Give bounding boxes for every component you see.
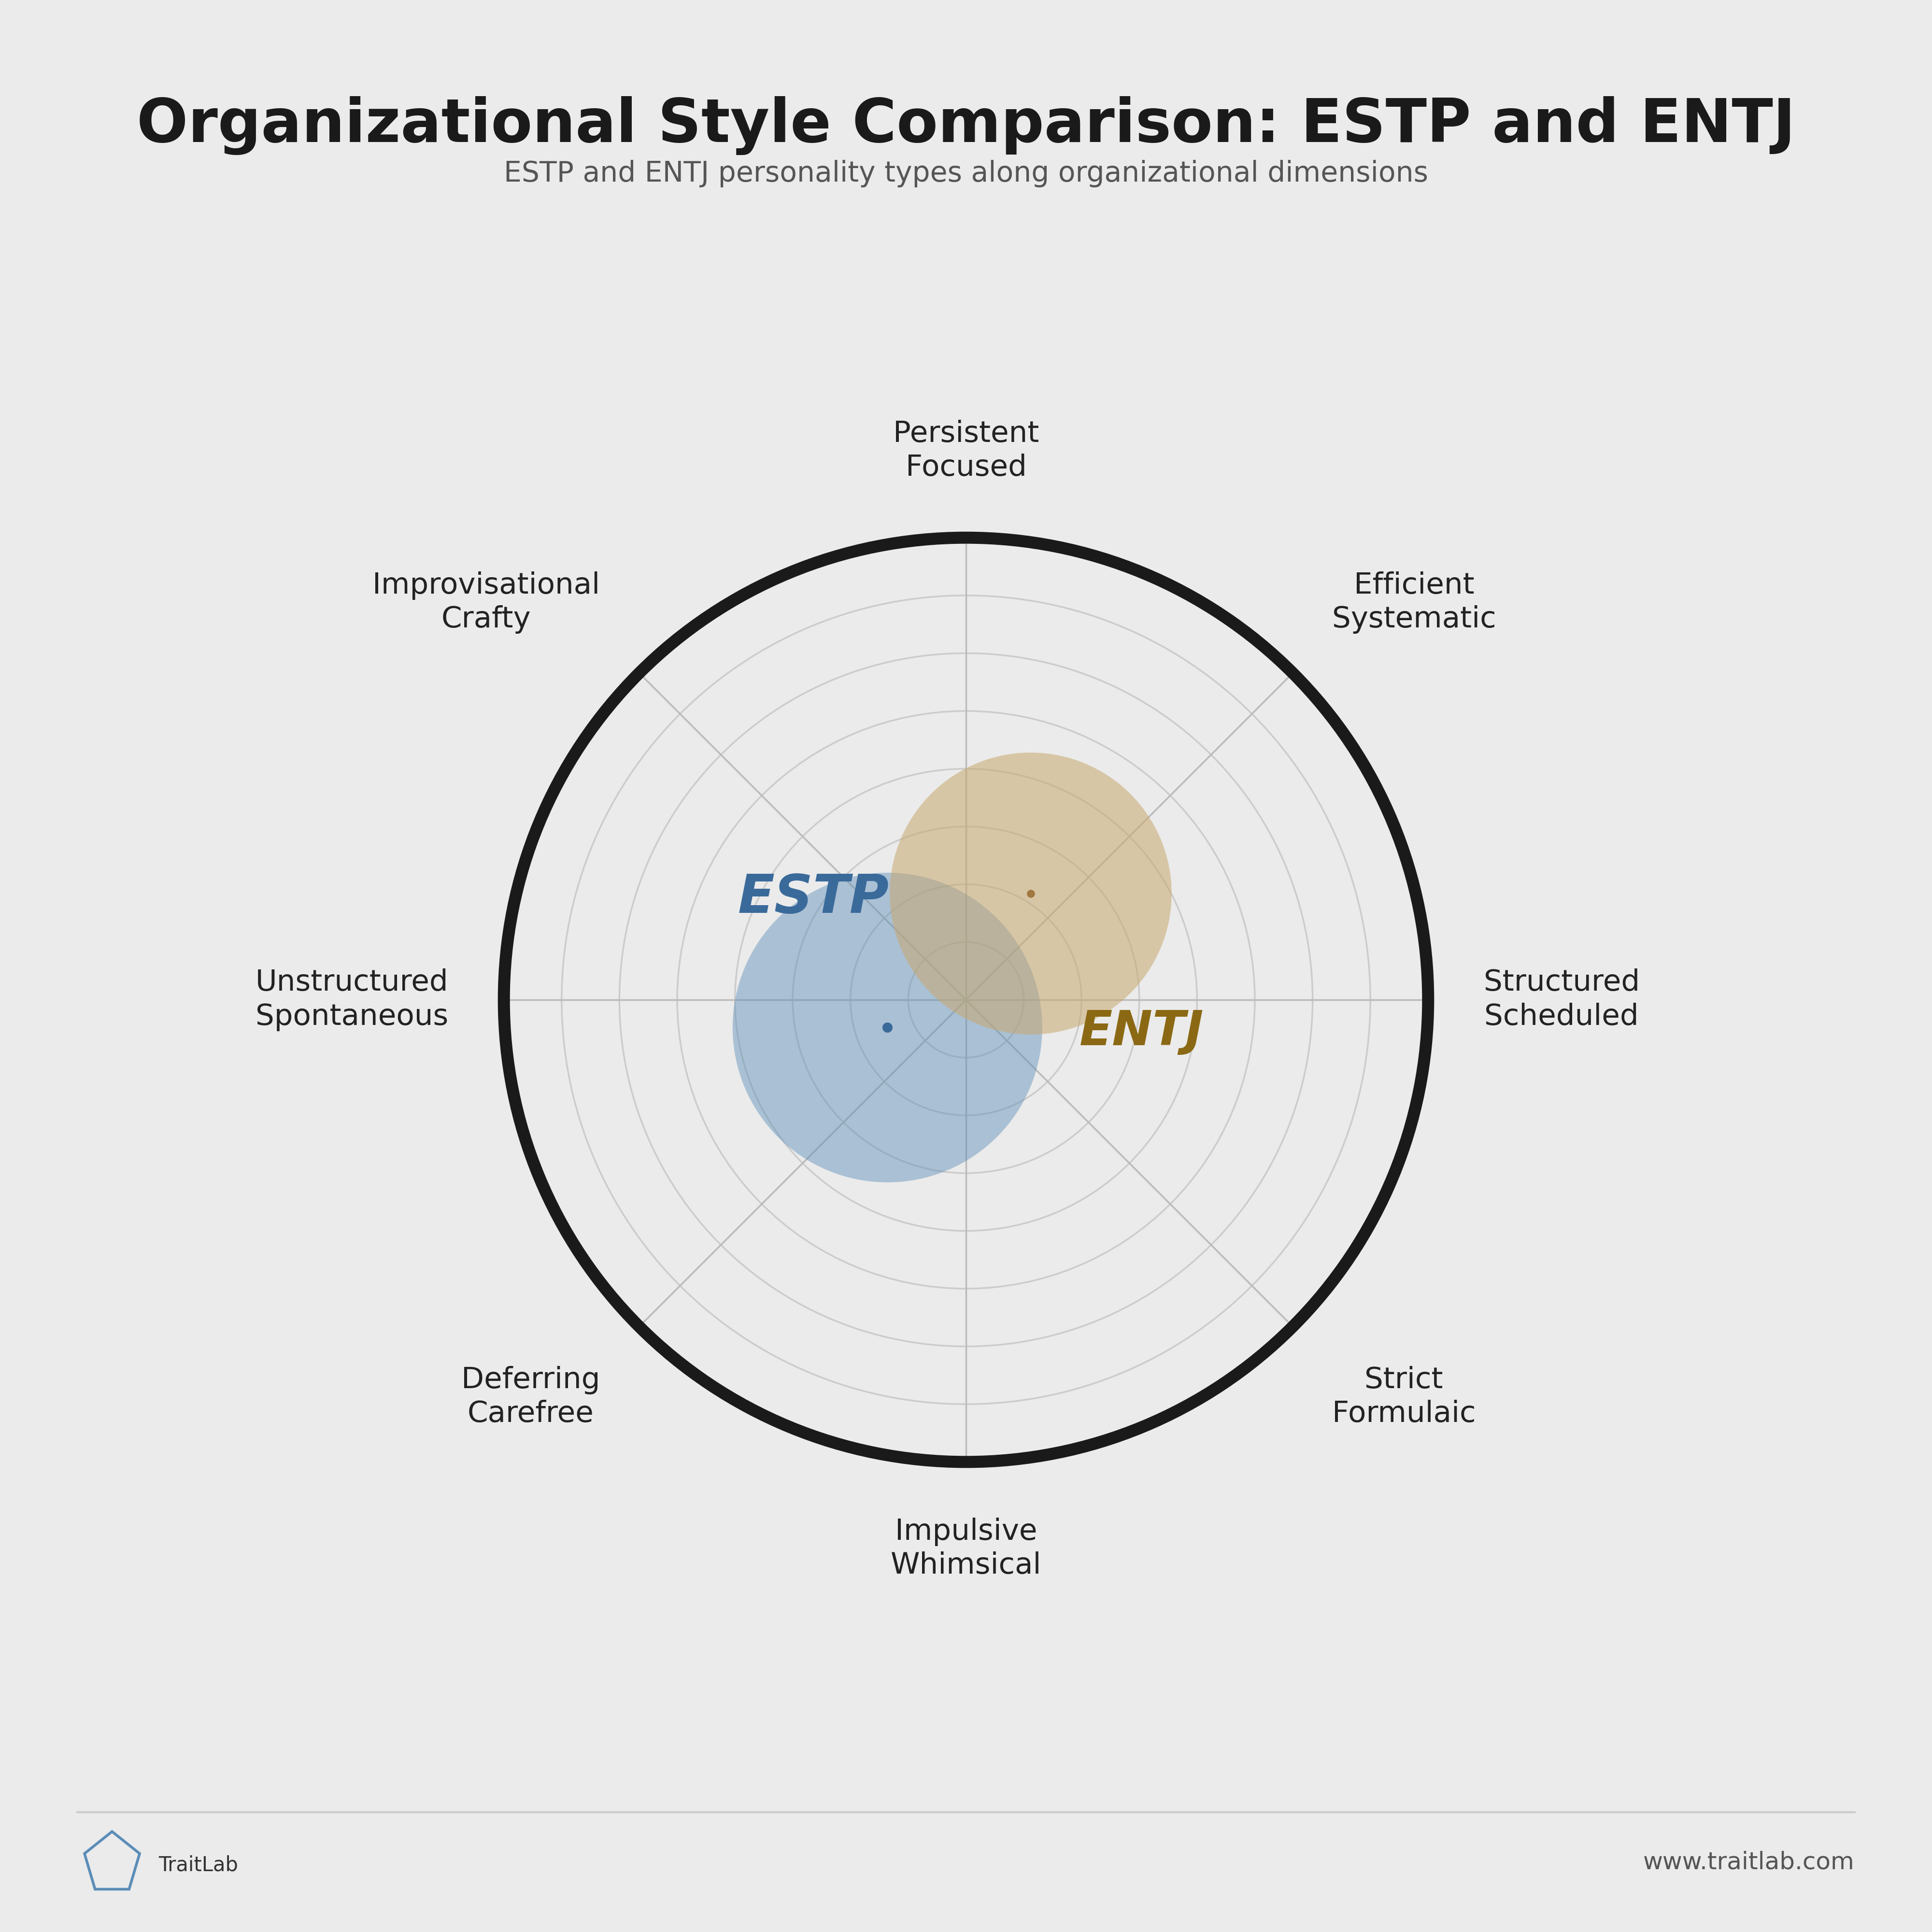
Text: Deferring
Carefree: Deferring Carefree xyxy=(462,1366,601,1428)
Text: ENTJ: ENTJ xyxy=(1080,1009,1204,1055)
Text: TraitLab: TraitLab xyxy=(158,1855,238,1874)
Text: ESTP and ENTJ personality types along organizational dimensions: ESTP and ENTJ personality types along or… xyxy=(504,160,1428,187)
Circle shape xyxy=(891,753,1171,1034)
Text: Strict
Formulaic: Strict Formulaic xyxy=(1331,1366,1476,1428)
Circle shape xyxy=(732,873,1041,1182)
Text: Unstructured
Spontaneous: Unstructured Spontaneous xyxy=(255,968,448,1032)
Text: Structured
Scheduled: Structured Scheduled xyxy=(1484,968,1640,1032)
Text: www.traitlab.com: www.traitlab.com xyxy=(1644,1851,1855,1874)
Point xyxy=(1014,877,1045,908)
Text: Organizational Style Comparison: ESTP and ENTJ: Organizational Style Comparison: ESTP an… xyxy=(137,97,1795,155)
Text: ESTP: ESTP xyxy=(738,873,889,923)
Text: Persistent
Focused: Persistent Focused xyxy=(893,419,1039,483)
Text: Efficient
Systematic: Efficient Systematic xyxy=(1331,572,1495,634)
Text: Impulsive
Whimsical: Impulsive Whimsical xyxy=(891,1517,1041,1580)
Text: Improvisational
Crafty: Improvisational Crafty xyxy=(373,572,601,634)
Point xyxy=(871,1012,902,1043)
